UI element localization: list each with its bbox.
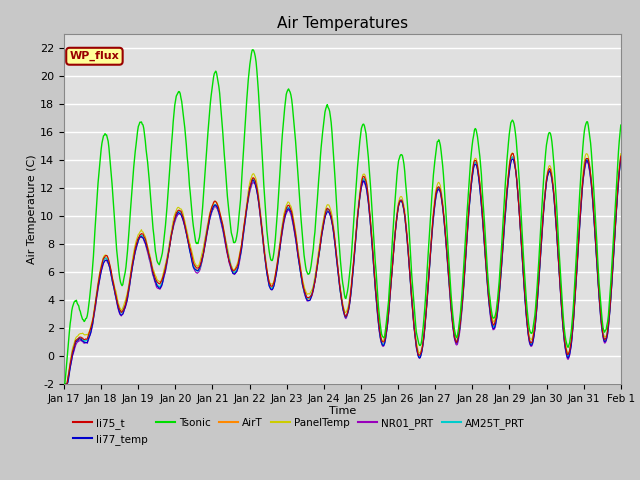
NR01_PRT	[214, 206, 221, 212]
li75_t	[617, 153, 625, 159]
li77_temp	[70, 346, 78, 352]
NR01_PRT	[70, 348, 78, 354]
AirT	[70, 345, 78, 351]
NR01_PRT	[426, 254, 434, 260]
Line: AM25T_PRT: AM25T_PRT	[64, 157, 621, 384]
AM25T_PRT	[70, 344, 78, 350]
Line: PanelTemp: PanelTemp	[64, 153, 621, 384]
NR01_PRT	[410, 325, 418, 331]
Tsonic	[411, 312, 419, 317]
Line: AirT: AirT	[64, 157, 621, 384]
li75_t	[70, 344, 78, 349]
Text: WP_flux: WP_flux	[70, 51, 119, 61]
Legend: li75_t, li77_temp, Tsonic, AirT, PanelTemp, NR01_PRT, AM25T_PRT: li75_t, li77_temp, Tsonic, AirT, PanelTe…	[69, 413, 529, 449]
AirT	[410, 322, 418, 327]
AM25T_PRT	[127, 269, 135, 275]
Line: li77_temp: li77_temp	[64, 159, 621, 384]
Tsonic	[617, 122, 625, 128]
Line: NR01_PRT: NR01_PRT	[64, 158, 621, 384]
AM25T_PRT	[509, 154, 516, 160]
PanelTemp	[214, 200, 221, 206]
PanelTemp	[60, 381, 68, 387]
AM25T_PRT	[214, 204, 221, 210]
li77_temp	[214, 204, 221, 210]
PanelTemp	[617, 151, 625, 156]
li77_temp	[184, 239, 192, 244]
Tsonic	[214, 75, 221, 81]
NR01_PRT	[184, 238, 192, 244]
AirT	[509, 154, 516, 160]
AirT	[127, 269, 135, 275]
li77_temp	[617, 156, 625, 162]
li75_t	[127, 268, 135, 274]
Tsonic	[60, 381, 68, 387]
li77_temp	[426, 253, 434, 259]
NR01_PRT	[617, 156, 625, 162]
li77_temp	[127, 270, 135, 276]
AirT	[60, 381, 68, 387]
Line: Tsonic: Tsonic	[64, 50, 621, 384]
Tsonic	[127, 195, 135, 201]
AM25T_PRT	[60, 381, 68, 387]
NR01_PRT	[509, 156, 516, 161]
AM25T_PRT	[410, 323, 418, 329]
li75_t	[60, 381, 68, 387]
li77_temp	[509, 156, 517, 162]
AM25T_PRT	[184, 238, 192, 244]
li75_t	[509, 151, 516, 156]
PanelTemp	[410, 319, 418, 324]
Line: li75_t: li75_t	[64, 154, 621, 384]
Tsonic	[184, 161, 192, 167]
li75_t	[426, 251, 434, 257]
AirT	[214, 204, 221, 210]
PanelTemp	[70, 340, 78, 346]
PanelTemp	[509, 150, 516, 156]
Tsonic	[249, 47, 257, 53]
Tsonic	[70, 300, 78, 305]
li75_t	[410, 324, 418, 329]
Y-axis label: Air Temperature (C): Air Temperature (C)	[28, 154, 37, 264]
Tsonic	[428, 205, 435, 211]
AirT	[426, 251, 434, 257]
Title: Air Temperatures: Air Temperatures	[277, 16, 408, 31]
li75_t	[214, 202, 221, 207]
AirT	[184, 237, 192, 243]
NR01_PRT	[127, 271, 135, 276]
PanelTemp	[127, 264, 135, 270]
li77_temp	[410, 324, 418, 330]
PanelTemp	[184, 233, 192, 239]
li77_temp	[60, 381, 68, 387]
li75_t	[184, 237, 192, 243]
AirT	[617, 156, 625, 161]
AM25T_PRT	[617, 155, 625, 161]
X-axis label: Time: Time	[329, 407, 356, 417]
PanelTemp	[426, 247, 434, 253]
NR01_PRT	[60, 381, 68, 387]
AM25T_PRT	[426, 253, 434, 259]
